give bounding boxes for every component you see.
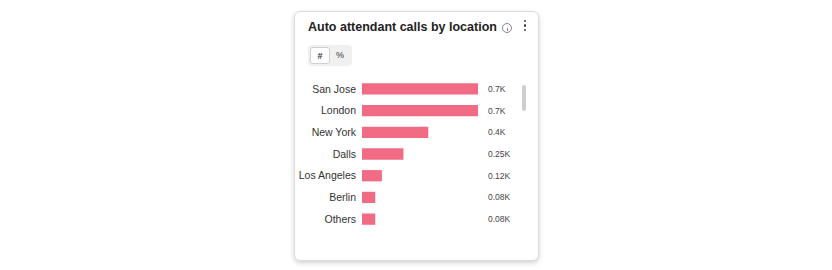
- svg-text:0.25K: 0.25K: [488, 149, 511, 159]
- svg-text:0.7K: 0.7K: [488, 84, 506, 94]
- svg-text:0.08K: 0.08K: [488, 192, 511, 202]
- svg-text:San Jose: San Jose: [312, 83, 356, 95]
- html-text:Auto attendant calls by locati: Auto attendant calls by location: [308, 20, 497, 34]
- svg-text:0.12K: 0.12K: [488, 171, 511, 181]
- svg-text:Dalls: Dalls: [333, 148, 356, 160]
- svg-text:0.4K: 0.4K: [488, 127, 506, 137]
- svg-text:Los Angeles: Los Angeles: [299, 169, 356, 181]
- svg-text:0.08K: 0.08K: [488, 214, 511, 224]
- svg-text:New York: New York: [312, 126, 357, 138]
- svg-text:London: London: [321, 104, 356, 116]
- svg-text:Berlin: Berlin: [329, 191, 356, 203]
- svg-text:0.7K: 0.7K: [488, 106, 506, 116]
- svg-text:Others: Others: [324, 213, 356, 225]
